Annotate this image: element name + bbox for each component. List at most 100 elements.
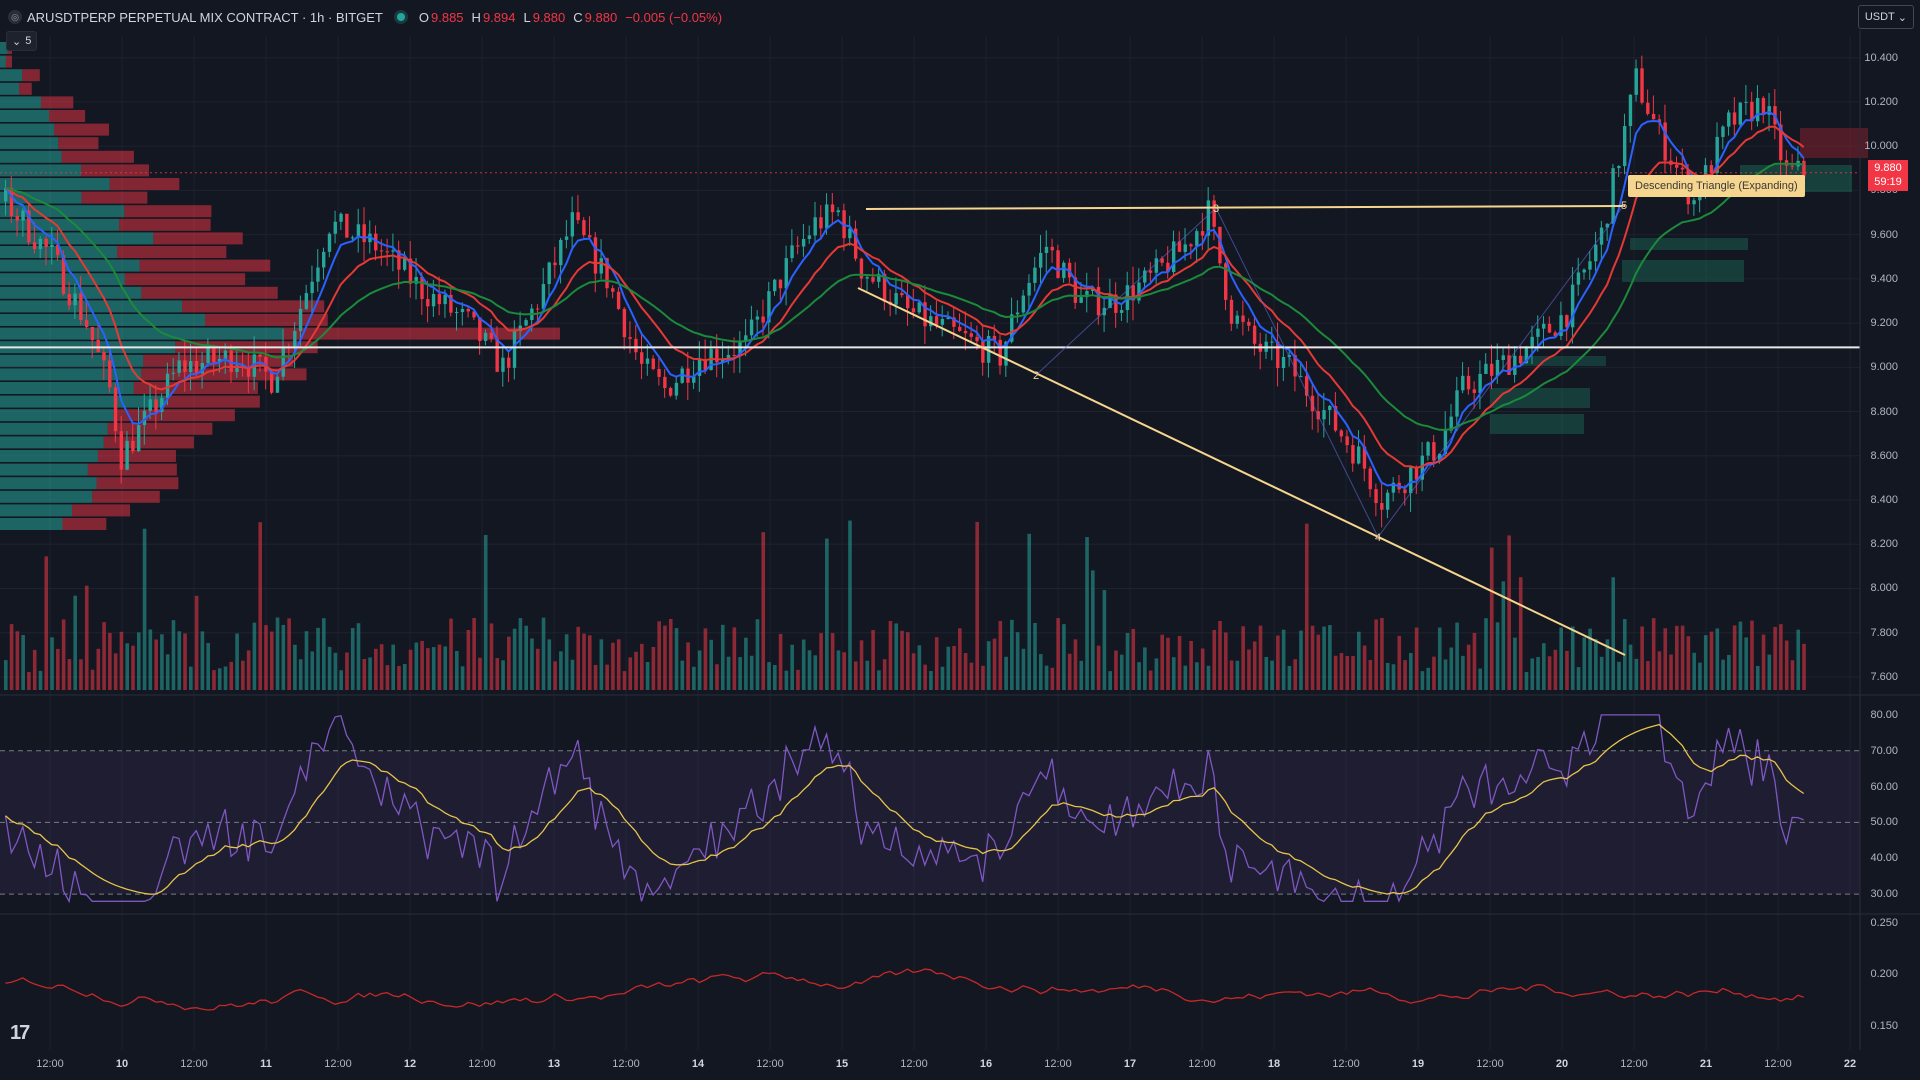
volume-bar [119, 631, 124, 690]
volume-bar [1316, 634, 1321, 690]
candle-body [1044, 246, 1049, 253]
candle-body [1536, 328, 1540, 337]
zone-box [1520, 356, 1606, 366]
candle-body [1212, 200, 1216, 227]
volume-bar [512, 628, 517, 690]
volume-profile-bar [61, 150, 134, 163]
volume-bar [1015, 632, 1020, 690]
candle-body [1513, 355, 1517, 375]
candle-body [1252, 325, 1257, 344]
volume-bar [952, 645, 956, 690]
price-tick-label: 7.600 [1870, 670, 1898, 683]
volume-bar [778, 633, 783, 690]
volume-bar [1339, 653, 1344, 690]
volume-bar [171, 620, 176, 690]
volume-profile-bar [0, 409, 114, 422]
currency-button[interactable]: USDT ⌄ [1857, 5, 1914, 29]
time-axis[interactable]: 12:00 10 12:00 11 12:00 12 12:00 13 12:00 14 12:00… [0, 1050, 1920, 1080]
candle-body [298, 308, 303, 332]
tradingview-logo-icon[interactable]: 17 [10, 1022, 30, 1044]
volume-bar [1646, 661, 1650, 690]
volume-bar [1651, 618, 1656, 690]
volume-bar [1085, 537, 1089, 690]
volume-bar [894, 623, 899, 690]
volume-bar [246, 650, 251, 690]
volume-bar [142, 528, 147, 690]
rsi-pane[interactable] [0, 694, 1920, 915]
volume-bar [478, 657, 482, 690]
volume-bar [252, 622, 257, 690]
volume-bar [374, 648, 378, 690]
volume-bar [749, 655, 754, 690]
volume-bar [1599, 656, 1604, 690]
volume-bar [530, 638, 534, 690]
volume-profile-bar [0, 205, 125, 218]
volume-bar [819, 633, 823, 690]
volume-profile-bar [0, 450, 98, 462]
time-tick-label: 15 [835, 1058, 849, 1070]
time-tick-label: 12:00 [756, 1058, 784, 1070]
volume-profile-bar [0, 55, 6, 68]
candle-body [761, 316, 765, 323]
candle-body [1368, 468, 1372, 490]
volume-bar [38, 670, 43, 690]
volume-bar [1513, 637, 1517, 690]
candle-body [784, 258, 788, 289]
volume-bar [1709, 631, 1714, 690]
oscillator-pane[interactable] [5, 968, 1804, 1011]
volume-bar [1582, 637, 1587, 690]
candle-body [223, 350, 228, 359]
volume-bar [1802, 643, 1806, 690]
candle-body [1634, 68, 1638, 95]
volume-profile-bar [0, 96, 41, 109]
candle-body [478, 317, 482, 342]
pattern-label[interactable]: Descending Triangle (Expanding) [1628, 175, 1805, 197]
candle-body [975, 336, 979, 342]
candle-body [177, 360, 181, 373]
candle-body [801, 238, 806, 247]
volume-bar [1466, 644, 1471, 690]
candle-body [512, 331, 517, 368]
rsi-tick-label: 40.00 [1870, 852, 1898, 865]
triangle-pattern[interactable]: 2 3 4 5 [857, 200, 1627, 656]
indicators-toggle-button[interactable]: ⌄ 5 [6, 31, 38, 51]
volume-bar [1299, 630, 1303, 690]
candle-body [640, 352, 644, 364]
volume-bar [564, 634, 569, 690]
volume-bar [761, 532, 766, 690]
volume-bar [1755, 665, 1760, 690]
volume-bar [1432, 656, 1436, 690]
chart-header[interactable]: ◎ ARUSDTPERP PERPETUAL MIX CONTRACT · 1h… [8, 6, 730, 28]
volume-bar [570, 659, 575, 690]
volume-profile-bar [0, 178, 110, 190]
volume-bar [443, 646, 448, 690]
candle-body [246, 368, 251, 377]
volume-bar [1507, 535, 1511, 690]
candle-body [1738, 102, 1743, 125]
symbol-title[interactable]: ARUSDTPERP PERPETUAL MIX CONTRACT · 1h ·… [27, 9, 383, 25]
volume-bar [212, 670, 216, 690]
candle-body [628, 337, 632, 339]
volume-bar [397, 665, 401, 690]
rsi-line [4, 714, 1804, 904]
candle-body [90, 326, 95, 341]
candle-body [952, 317, 956, 327]
time-tick-label: 22 [1843, 1058, 1857, 1070]
candle-body [466, 308, 470, 312]
volume-bar [645, 661, 650, 690]
volume-bar [1038, 654, 1043, 690]
candle-body [27, 210, 31, 243]
volume-bar [686, 642, 690, 690]
volume-profile-bar [0, 518, 63, 530]
volume-bar [1241, 626, 1245, 690]
volume-bar [738, 657, 742, 690]
volume-profile-bar [0, 286, 142, 299]
candle-body [61, 255, 66, 295]
volume-bar [1698, 662, 1702, 690]
candle-body [622, 308, 627, 338]
volume-bar [61, 619, 66, 690]
candle-body [559, 239, 563, 266]
candle-body [1466, 375, 1471, 390]
volume-bar [1449, 647, 1454, 690]
